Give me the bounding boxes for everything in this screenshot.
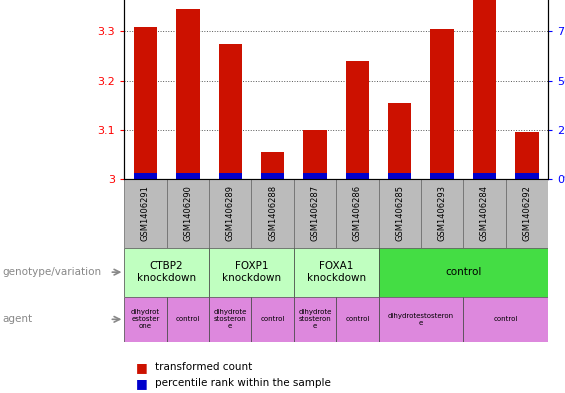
Text: FOXA1
knockdown: FOXA1 knockdown: [307, 261, 366, 283]
Text: GSM1406291: GSM1406291: [141, 185, 150, 241]
Text: ■: ■: [136, 361, 147, 374]
Bar: [515, 173, 538, 179]
Bar: [515, 132, 538, 179]
Bar: [303, 173, 327, 179]
Text: FOXP1
knockdown: FOXP1 knockdown: [222, 261, 281, 283]
Bar: [431, 29, 454, 179]
Text: GSM1406284: GSM1406284: [480, 185, 489, 241]
Bar: [209, 297, 251, 342]
Bar: [379, 248, 548, 297]
Text: agent: agent: [3, 314, 33, 324]
Text: percentile rank within the sample: percentile rank within the sample: [155, 378, 331, 388]
Bar: [379, 179, 421, 248]
Text: transformed count: transformed count: [155, 362, 253, 373]
Bar: [431, 173, 454, 179]
Bar: [176, 173, 199, 179]
Bar: [167, 297, 209, 342]
Bar: [251, 179, 294, 248]
Bar: [219, 44, 242, 179]
Bar: [219, 173, 242, 179]
Bar: [124, 179, 167, 248]
Bar: [261, 152, 284, 179]
Bar: [336, 297, 379, 342]
Bar: [473, 0, 496, 179]
Text: dihydrotestosteron
e: dihydrotestosteron e: [388, 313, 454, 326]
Bar: [251, 297, 294, 342]
Bar: [167, 179, 209, 248]
Bar: [463, 297, 548, 342]
Bar: [124, 297, 167, 342]
Text: GSM1406285: GSM1406285: [396, 185, 404, 241]
Text: GSM1406288: GSM1406288: [268, 185, 277, 241]
Bar: [294, 297, 336, 342]
Text: GSM1406287: GSM1406287: [311, 185, 319, 241]
Text: GSM1406290: GSM1406290: [184, 185, 192, 241]
Text: control: control: [176, 316, 200, 322]
Text: control: control: [445, 267, 481, 277]
Text: control: control: [260, 316, 285, 322]
Text: genotype/variation: genotype/variation: [3, 267, 102, 277]
Bar: [209, 179, 251, 248]
Bar: [134, 27, 157, 179]
Bar: [209, 248, 294, 297]
Text: dihydrote
stosteron
e: dihydrote stosteron e: [214, 309, 247, 329]
Text: dihydrot
estoster
one: dihydrot estoster one: [131, 309, 160, 329]
Bar: [176, 9, 199, 179]
Text: CTBP2
knockdown: CTBP2 knockdown: [137, 261, 196, 283]
Bar: [261, 173, 284, 179]
Bar: [346, 173, 369, 179]
Bar: [473, 173, 496, 179]
Text: control: control: [493, 316, 518, 322]
Bar: [294, 248, 379, 297]
Bar: [346, 61, 369, 179]
Bar: [388, 173, 411, 179]
Bar: [124, 248, 209, 297]
Bar: [134, 173, 157, 179]
Bar: [294, 179, 336, 248]
Bar: [421, 179, 463, 248]
Bar: [303, 130, 327, 179]
Text: GSM1406289: GSM1406289: [226, 185, 234, 241]
Text: ■: ■: [136, 376, 147, 390]
Text: GSM1406292: GSM1406292: [523, 185, 531, 241]
Bar: [388, 103, 411, 179]
Bar: [379, 297, 463, 342]
Text: GSM1406293: GSM1406293: [438, 185, 446, 241]
Text: control: control: [345, 316, 370, 322]
Bar: [506, 179, 548, 248]
Text: dihydrote
stosteron
e: dihydrote stosteron e: [298, 309, 332, 329]
Text: GSM1406286: GSM1406286: [353, 185, 362, 241]
Bar: [463, 179, 506, 248]
Bar: [336, 179, 379, 248]
